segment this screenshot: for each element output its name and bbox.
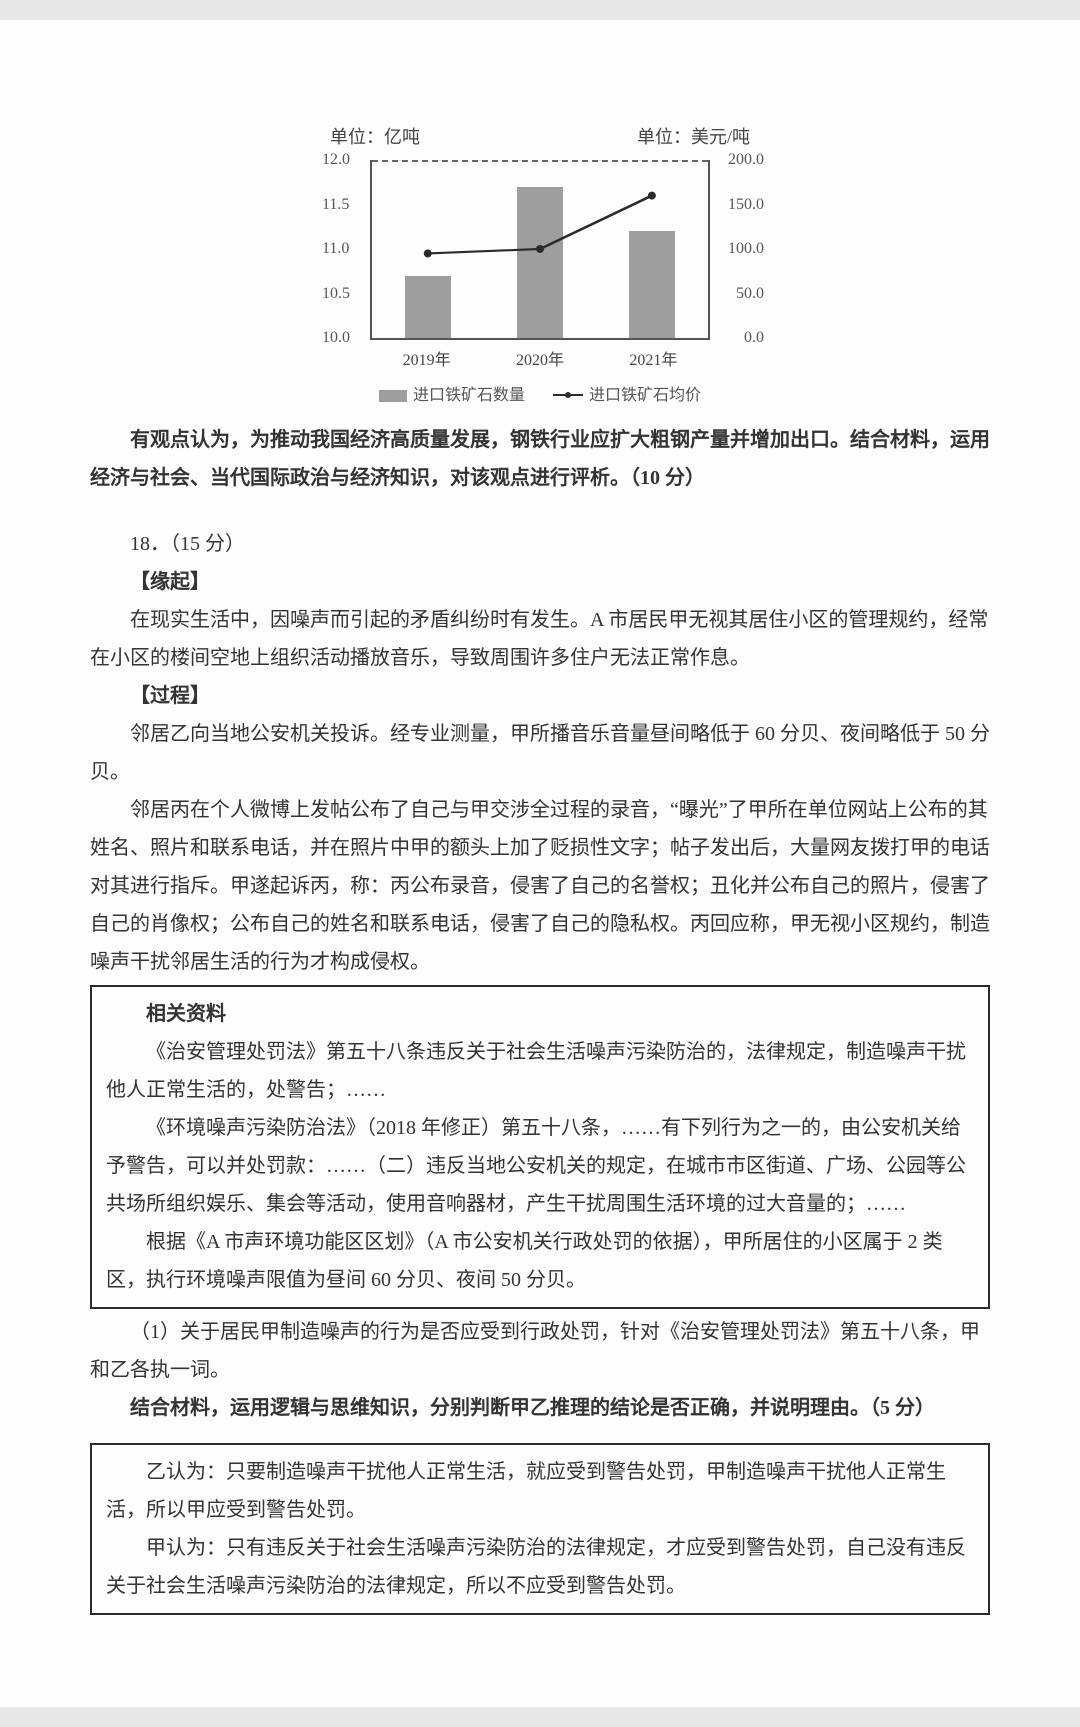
ytick-right: 50.0 [736,278,764,308]
line-swatch-icon [553,390,583,400]
q18-process-p2: 邻居丙在个人微博上发帖公布了自己与甲交涉全过程的录音，“曝光”了甲所在单位网站上… [90,791,990,981]
plot-area: 12.0 11.5 11.0 10.5 10.0 200.0 150.0 100… [370,160,710,340]
ytick-left: 11.5 [322,189,349,219]
legend-line-label: 进口铁矿石均价 [589,387,701,404]
chart-container: 单位：亿吨 单位：美元/吨 12.0 11.5 11.0 10.5 10.0 2… [90,120,990,411]
axis-labels: 单位：亿吨 单位：美元/吨 [330,120,750,154]
ytick-right: 150.0 [728,189,764,219]
ytick-left: 11.0 [322,234,349,264]
ytick-left: 10.5 [322,278,350,308]
xcat: 2021年 [629,346,677,376]
ytick-right: 100.0 [728,234,764,264]
q18-process-p1: 邻居乙向当地公安机关投诉。经专业测量，甲所播音乐音量昼间略低于 60 分贝、夜间… [90,715,990,791]
opinion-box: 乙认为：只要制造噪声干扰他人正常生活，就应受到警告处罚，甲制造噪声干扰他人正常生… [90,1443,990,1615]
box1-p1: 《治安管理处罚法》第五十八条违反关于社会生活噪声污染防治的，法律规定，制造噪声干… [106,1033,974,1109]
reference-box: 相关资料 《治安管理处罚法》第五十八条违反关于社会生活噪声污染防治的，法律规定，… [90,985,990,1309]
bar-swatch-icon [379,390,407,402]
ytick-left: 12.0 [322,145,350,175]
chart-legend: 进口铁矿石数量 进口铁矿石均价 [330,381,750,411]
q18-sub1-p1: （1）关于居民甲制造噪声的行为是否应受到行政处罚，针对《治安管理处罚法》第五十八… [90,1313,990,1389]
legend-bar: 进口铁矿石数量 [379,381,525,411]
ytick-right: 200.0 [728,145,764,175]
box2-p1: 乙认为：只要制造噪声干扰他人正常生活，就应受到警告处罚，甲制造噪声干扰他人正常生… [106,1453,974,1529]
q17-prompt: 有观点认为，为推动我国经济高质量发展，钢铁行业应扩大粗钢产量并增加出口。结合材料… [90,421,990,497]
box1-p2: 《环境噪声污染防治法》（2018 年修正）第五十八条，……有下列行为之一的，由公… [106,1109,974,1223]
q18-origin-text: 在现实生活中，因噪声而引起的矛盾纠纷时有发生。A 市居民甲无视其居住小区的管理规… [90,601,990,677]
x-categories: 2019年 2020年 2021年 [370,346,710,376]
ytick-right: 0.0 [744,323,764,353]
iron-ore-chart: 单位：亿吨 单位：美元/吨 12.0 11.5 11.0 10.5 10.0 2… [330,120,750,411]
q18-number: 18．（15 分） [90,525,990,563]
exam-page: 单位：亿吨 单位：美元/吨 12.0 11.5 11.0 10.5 10.0 2… [0,20,1080,1707]
box2-p2: 甲认为：只有违反关于社会生活噪声污染防治的法律规定，才应受到警告处罚，自己没有违… [106,1529,974,1605]
line-markers [372,160,708,338]
xcat: 2020年 [516,346,564,376]
xcat: 2019年 [403,346,451,376]
q18-process-label: 【过程】 [90,677,990,715]
q18-sub1-p2: 结合材料，运用逻辑与思维知识，分别判断甲乙推理的结论是否正确，并说明理由。（5 … [90,1389,990,1427]
legend-bar-label: 进口铁矿石数量 [413,387,525,404]
legend-line: 进口铁矿石均价 [553,381,701,411]
q18-origin-label: 【缘起】 [90,563,990,601]
ytick-left: 10.0 [322,323,350,353]
box1-label: 相关资料 [106,995,974,1033]
box1-p3: 根据《A 市声环境功能区区划》（A 市公安机关行政处罚的依据），甲所居住的小区属… [106,1223,974,1299]
